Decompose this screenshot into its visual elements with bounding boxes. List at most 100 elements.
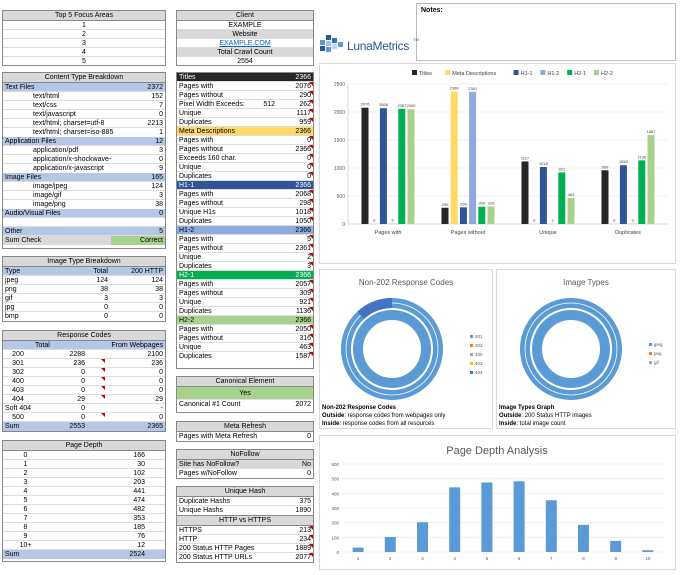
page-depth-row: 6 482 (3, 505, 165, 514)
table-cell: 236 (33, 359, 105, 367)
response-codes-donut: 301 302 400 403 404 (341, 298, 483, 400)
table-cell: 2365 (147, 423, 163, 430)
table-cell: Pages with (179, 137, 214, 144)
table-cell: Pages without (179, 290, 223, 297)
content-type-table: Content Type Breakdown Text Files 2372 te… (2, 72, 166, 249)
ring-divider (524, 302, 618, 396)
text-files-row: Text Files 2372 (3, 83, 165, 92)
other-row: Other 5 (3, 227, 165, 236)
metric-row: Pages with 2050 (177, 325, 313, 334)
lunametrics-logo: LunaMetrics TM (320, 34, 420, 56)
http-title: HTTP vs HTTPS (177, 516, 313, 526)
x-tick-label: 1 (357, 556, 360, 561)
table-cell: Sum (5, 551, 20, 558)
metric-row: Pages without 2366 (177, 145, 313, 154)
table-cell: 316 (277, 334, 313, 342)
metric-row: Unique 463 (177, 343, 313, 352)
table-cell: Duplicates (179, 308, 212, 315)
table-cell: 1117 (277, 109, 313, 117)
depth-bar (578, 524, 589, 552)
client-table: Client EXAMPLE Website EXAMPLE.COM Total… (176, 10, 314, 66)
table-cell: 8 (23, 524, 28, 531)
x-category-label: Pages without (451, 230, 486, 236)
depth-bar (642, 550, 654, 552)
legend-label: 403 (475, 361, 483, 366)
content-type-label: text/html; charset=utf-8 (33, 120, 105, 127)
table-cell: 262 (277, 100, 313, 108)
table-cell: 38 (155, 286, 163, 293)
table-cell: 500 (12, 414, 24, 421)
page-depth-row: 2 102 (3, 469, 165, 478)
table-cell: 404 (12, 396, 24, 403)
notes-box[interactable]: Notes: (416, 3, 676, 61)
table-cell: Pages without (179, 146, 223, 153)
content-type-row: text/javascript 0 (3, 110, 165, 119)
content-type-label: application/pdf (33, 147, 79, 154)
table-cell: 3 (104, 295, 108, 302)
table-row: 500 0 0 (3, 413, 165, 422)
client-title: Client (177, 11, 313, 21)
table-cell: 1136 (277, 307, 313, 315)
av-files-row: Audio/Visual Files 0 (3, 209, 165, 218)
table-cell: 403 (12, 387, 24, 394)
table-cell: png (5, 286, 17, 293)
y-tick-label: 1000 (334, 166, 345, 172)
inner-ring (532, 310, 610, 388)
bar-value-label: 290 (442, 202, 449, 207)
donut2-inside-caption: Inside: total image count (499, 421, 566, 427)
bar-value-label: 959 (602, 164, 609, 169)
meta-refresh-row: Pages with Meta Refresh 0 (179, 433, 311, 440)
table-cell: Duplicates (179, 119, 212, 126)
bar-value-label: 309 (478, 201, 485, 206)
image-type-title: Image Type Breakdown (3, 257, 165, 267)
table-row: 400 0 0 (3, 377, 165, 386)
table-cell: Sum (5, 423, 20, 430)
table-cell: 10+ (19, 542, 32, 549)
section-header-value: 2366 (295, 128, 311, 135)
bar (361, 107, 369, 224)
legend-label: H2-2 (601, 71, 613, 77)
table-cell: 400 (12, 378, 24, 385)
focus-area-number: 5 (82, 58, 86, 65)
depth-bar (449, 487, 461, 552)
table-cell: 29 (33, 395, 105, 403)
legend-swatch (470, 353, 473, 356)
table-cell: 290 (277, 91, 313, 99)
focus-area-row: 5 (3, 57, 165, 66)
metric-row: Unique 0 (177, 163, 313, 172)
table-cell: 12 (137, 542, 145, 549)
hash-row: Unique Hashs 1890 (177, 506, 313, 515)
metric-row: Unique 921 (177, 298, 313, 307)
page-depth-row: 7 353 (3, 514, 165, 523)
legend-label: gif (654, 360, 660, 365)
content-type-label: image/png (33, 201, 66, 208)
metric-row: Duplicates 959 (177, 118, 313, 127)
table-cell: Duplicates (179, 263, 212, 270)
table-cell: bmp (5, 313, 19, 320)
table-cell: 0 (104, 313, 108, 320)
image-type-table: Image Type Breakdown Type Total 200 HTTP jp… (2, 256, 166, 322)
bar (647, 135, 655, 224)
table-cell: jpg (5, 304, 15, 311)
table-cell: 124 (96, 277, 108, 284)
table-cell: 2057 (277, 280, 313, 288)
table-cell: Unique H1s (179, 209, 216, 216)
bar (379, 108, 387, 224)
column-header: Type (5, 268, 21, 275)
content-type-title: Content Type Breakdown (3, 73, 165, 83)
content-type-row: text/html; charset=iso-885 1 (3, 128, 165, 137)
content-type-label: text/html (33, 93, 60, 100)
response-codes-title: Response Codes (3, 331, 165, 341)
legend-swatch (470, 362, 473, 365)
website-link[interactable]: EXAMPLE.COM (219, 40, 271, 47)
table-cell: jpeg (5, 277, 19, 284)
content-type-row: text/css 7 (3, 101, 165, 110)
bar-value-label: 921 (558, 166, 565, 171)
hash-row: Duplicate Hashs 375 (177, 497, 313, 506)
page-depth-chart-panel: Page Depth Analysis 0 100 200 300 400 500 600 1 2… (319, 435, 676, 570)
nofollow-title: NoFollow (177, 450, 313, 460)
content-type-value: 9 (159, 165, 163, 172)
http-table: HTTP vs HTTPS HTTPS 213 HTTP 234 200 Status … (176, 515, 314, 563)
headings-bar-chart-svg: Titles Meta Descriptions H1-1 H1-2 H2-1 H2-2 0… (334, 70, 668, 236)
meta-refresh-title: Meta Refresh (177, 422, 313, 432)
